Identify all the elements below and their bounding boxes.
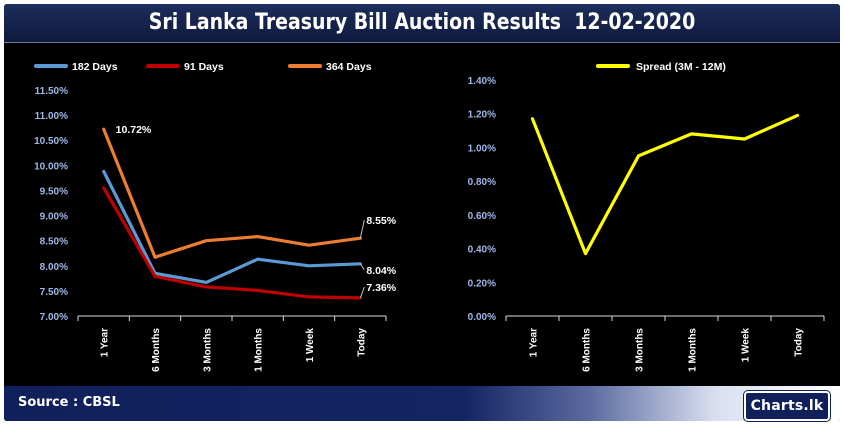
legend-label: 182 Days — [72, 61, 118, 73]
legend-label: 91 Days — [184, 61, 224, 73]
data-label: 8.04% — [366, 265, 396, 277]
data-label: 7.36% — [366, 282, 396, 294]
source-label: Source : CBSL — [18, 395, 120, 410]
page-title: Sri Lanka Treasury Bill Auction Results … — [148, 10, 696, 35]
series-line-spread — [530, 113, 800, 256]
legend-label: Spread (3M - 12M) — [636, 61, 726, 73]
y-tick-label: 0.00% — [468, 312, 496, 323]
y-tick-label: 9.50% — [40, 186, 68, 197]
y-tick-label: 10.50% — [34, 136, 68, 147]
charts-lk-logo: Charts.lk — [744, 391, 830, 421]
chart-frame: Sri Lanka Treasury Bill Auction Results … — [4, 4, 840, 421]
x-tick-label: 1 Months — [254, 328, 265, 372]
x-tick-label: 6 Months — [151, 328, 162, 372]
x-tick-label: 3 Months — [635, 328, 646, 372]
x-tick-label: 1 Year — [529, 328, 540, 357]
label-leader-line — [359, 263, 365, 271]
x-tick-label: 1 Year — [100, 328, 111, 357]
y-tick-label: 8.50% — [40, 237, 68, 248]
label-leader-line — [359, 286, 365, 299]
spread-line-chart: 0.00% 0.20% 0.40% 0.60% 0.80% 1.00% 1.20% 1.40%… — [428, 46, 844, 386]
y-tick-label: 7.00% — [40, 312, 68, 323]
label-leader-line — [359, 220, 365, 239]
y-tick-label: 0.40% — [468, 245, 496, 256]
legend-label: 364 Days — [326, 61, 372, 73]
x-tick-label: 3 Months — [202, 328, 213, 372]
x-tick-label: 1 Week — [741, 328, 752, 363]
y-tick-label: 11.00% — [35, 111, 68, 122]
spread-chart-svg: 0.00% 0.20% 0.40% 0.60% 0.80% 1.00% 1.20% 1.40%… — [468, 61, 825, 372]
rates-line-chart: 7.00% 7.50% 8.00% 8.50% 9.00% 9.50% 10.00% 10.5… — [8, 46, 424, 386]
data-label: 8.55% — [366, 215, 396, 227]
x-tick-label: 1 Months — [688, 328, 699, 372]
series-line-182-days — [102, 169, 362, 284]
x-tick-label: 6 Months — [582, 328, 593, 372]
y-tick-label: 1.20% — [468, 110, 496, 121]
y-tick-label: 0.60% — [468, 211, 496, 222]
y-tick-label: 1.40% — [468, 76, 496, 87]
series-line-91-days — [102, 186, 362, 300]
y-tick-label: 9.00% — [40, 212, 68, 223]
series-line-364-days — [102, 127, 362, 259]
rates-chart-svg: 7.00% 7.50% 8.00% 8.50% 9.00% 9.50% 10.00% 10.5… — [34, 61, 397, 372]
y-tick-label: 10.00% — [34, 161, 68, 172]
x-tick-label: Today — [794, 328, 805, 357]
data-label: 10.72% — [116, 124, 152, 136]
y-tick-label: 1.00% — [468, 143, 496, 154]
x-tick-label: 1 Week — [305, 328, 316, 363]
footer-bar: Source : CBSL Charts.lk — [4, 386, 840, 421]
y-tick-label: 8.00% — [40, 262, 68, 273]
title-bar: Sri Lanka Treasury Bill Auction Results … — [4, 4, 840, 43]
y-tick-label: 7.50% — [40, 287, 68, 298]
x-tick-label: Today — [356, 328, 367, 357]
y-tick-label: 0.20% — [468, 278, 496, 289]
y-tick-label: 0.80% — [468, 177, 496, 188]
y-tick-label: 11.50% — [35, 86, 68, 97]
